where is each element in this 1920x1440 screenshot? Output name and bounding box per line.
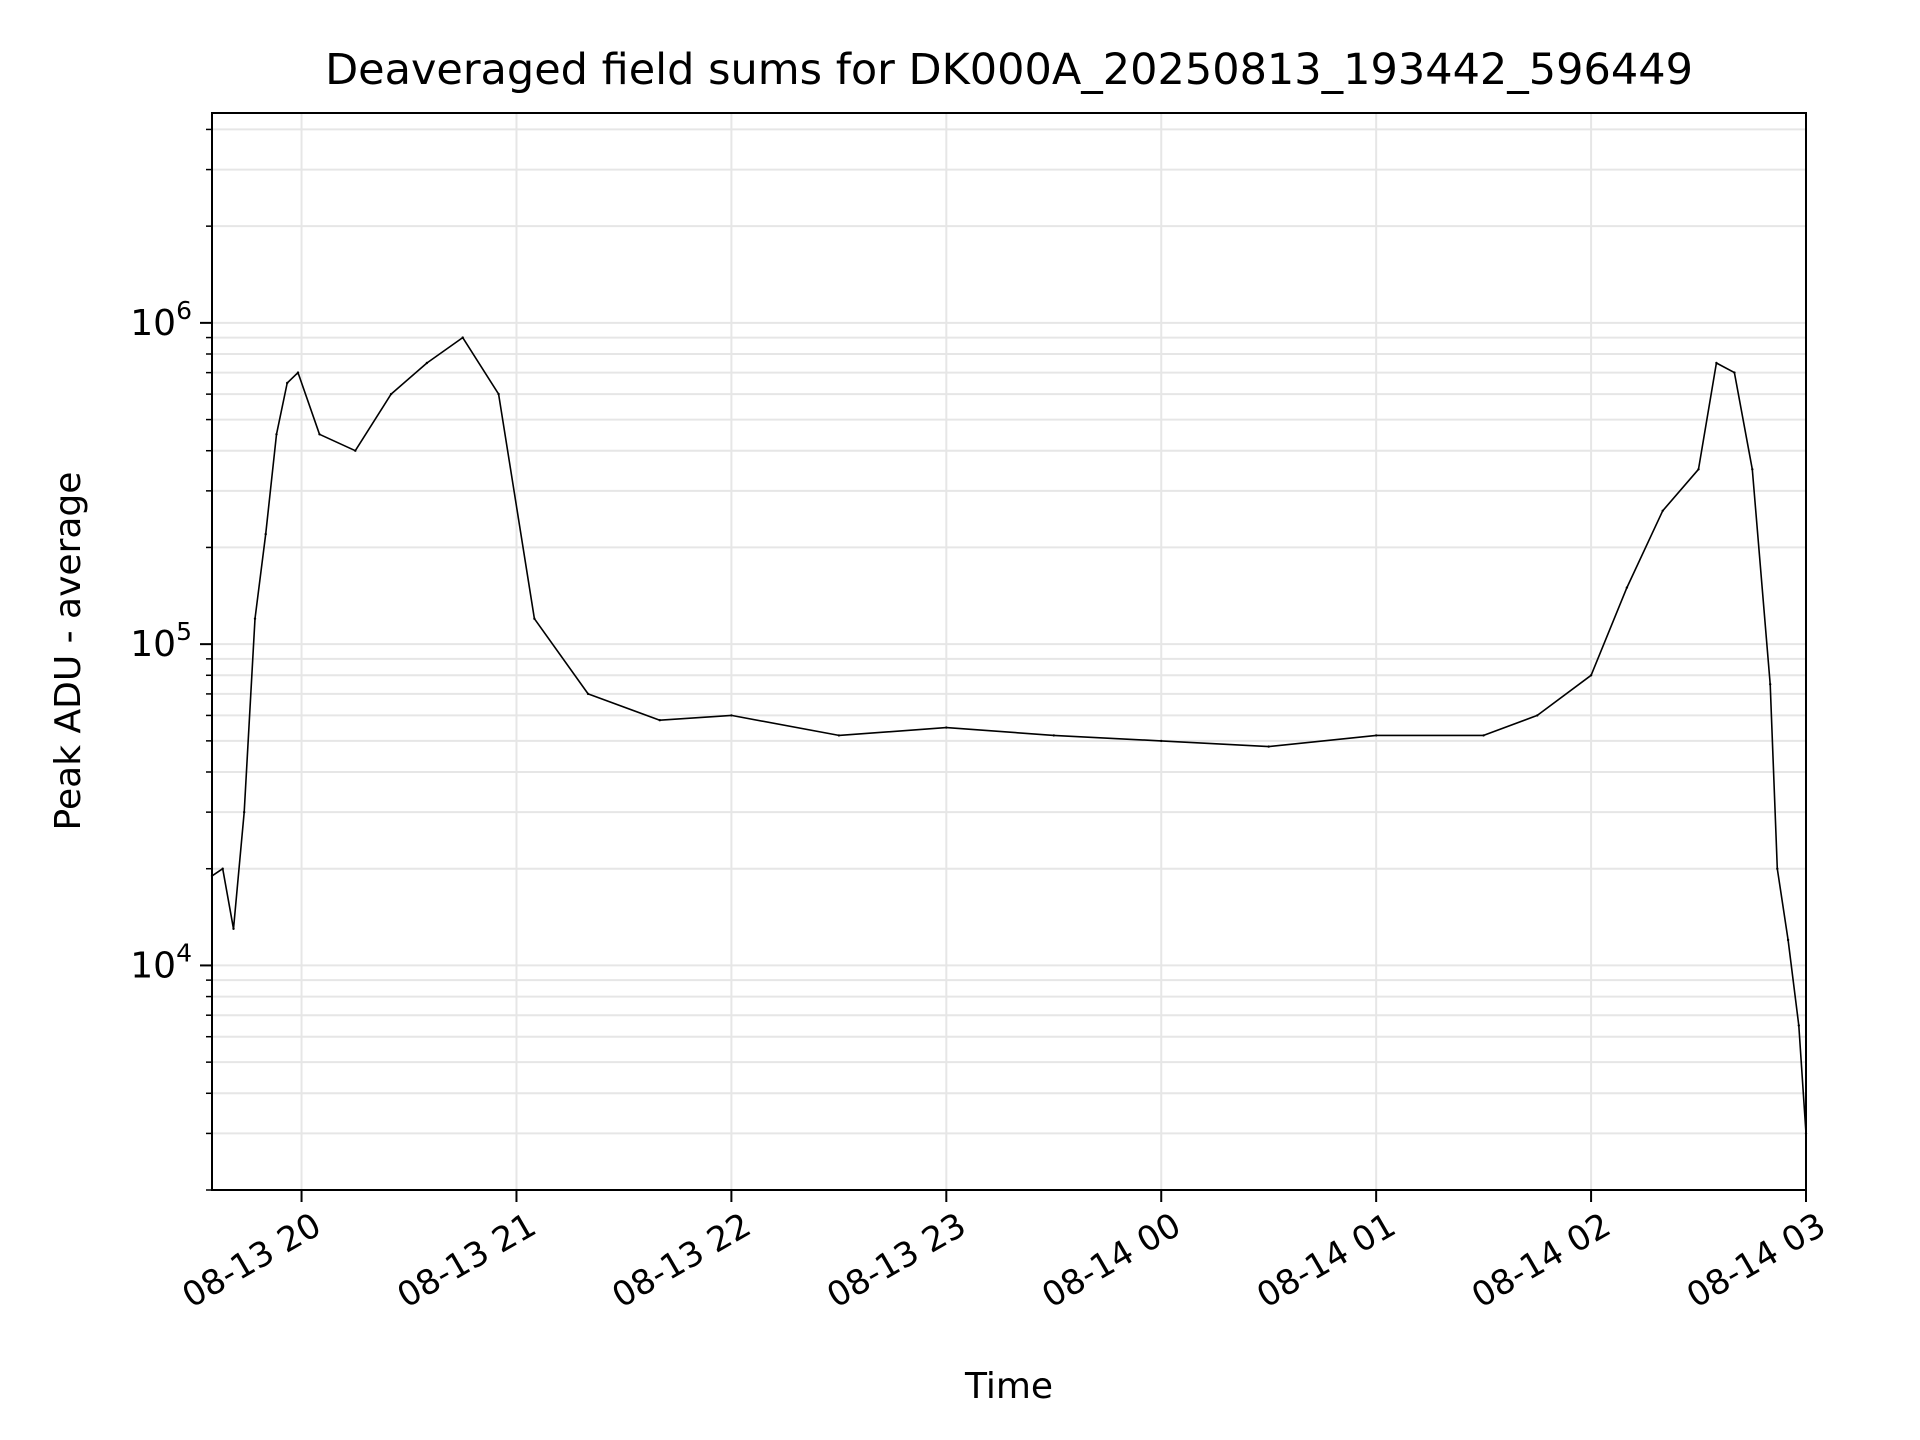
data-point (1697, 468, 1700, 471)
data-point (1769, 683, 1772, 686)
y-axis-label: Peak ADU - average (48, 472, 89, 831)
data-point (318, 433, 321, 436)
y-axis: 104 105 106 (130, 128, 212, 1191)
data-point (497, 392, 500, 396)
data-point (243, 810, 246, 814)
data-point (1625, 586, 1629, 589)
y-tick-label: 106 (130, 296, 192, 344)
data-point (1375, 734, 1378, 737)
y-tick-label: 104 (130, 938, 192, 986)
data-point (1267, 745, 1270, 748)
data-point (837, 734, 841, 737)
data-point (1052, 734, 1056, 737)
data-point (1536, 714, 1539, 717)
data-point (1776, 867, 1779, 870)
y-tick-label: 105 (130, 617, 192, 665)
data-point (232, 927, 235, 930)
data-point (1482, 734, 1485, 737)
data-point (461, 336, 464, 339)
data-point (221, 867, 224, 870)
data-point (658, 719, 661, 722)
data-point (275, 433, 278, 436)
data-point (286, 381, 289, 385)
data-point (730, 714, 733, 717)
data-point (425, 361, 429, 365)
data-point (264, 532, 267, 536)
data-point (1751, 468, 1754, 471)
data-point (1160, 739, 1163, 743)
data-point (533, 617, 536, 620)
data-point (253, 617, 257, 620)
data-point (1589, 674, 1593, 677)
chart-title: Deaveraged field sums for DK000A_2025081… (325, 45, 1693, 95)
data-point (1797, 1024, 1801, 1027)
x-axis-label: Time (964, 1366, 1053, 1407)
data-point (945, 726, 948, 729)
data-point (389, 392, 393, 396)
data-point (586, 692, 590, 696)
data-point (354, 449, 357, 452)
data-point (296, 371, 300, 374)
data-point (1786, 938, 1790, 942)
data-point (1733, 371, 1736, 374)
data-point (1661, 509, 1664, 512)
series-layer (210, 336, 1808, 1135)
plot-frame (211, 112, 1807, 1191)
data-point (1715, 361, 1718, 365)
